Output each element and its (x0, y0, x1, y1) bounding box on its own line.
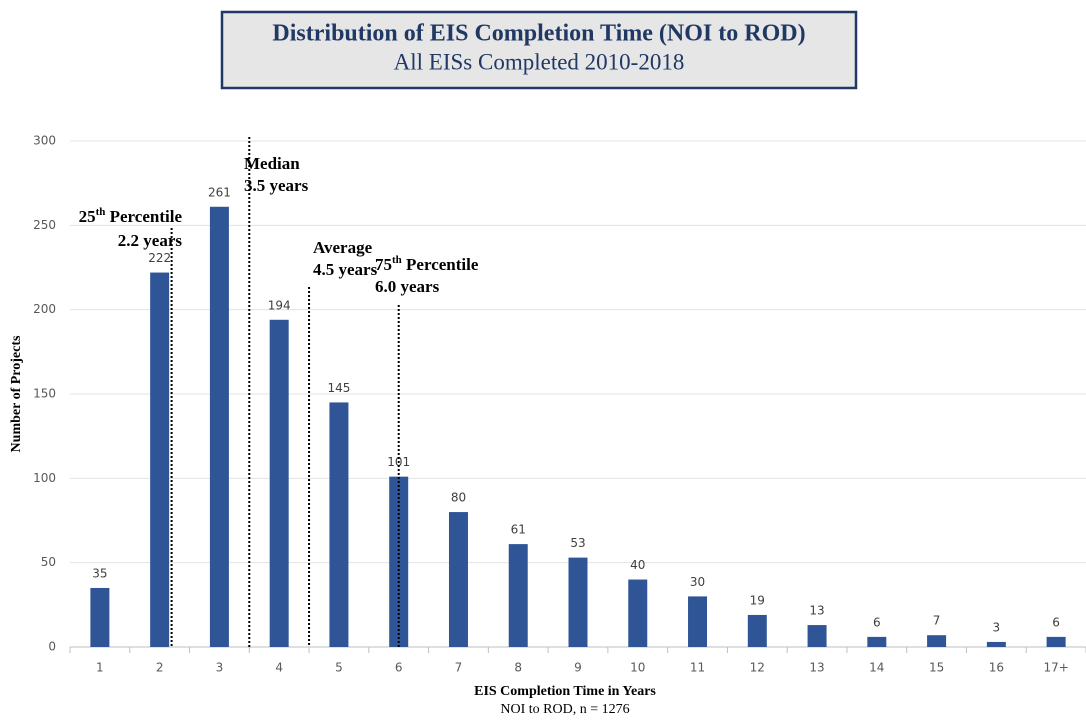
bar (927, 635, 947, 647)
bar (209, 206, 229, 647)
x-tick-label: 2 (156, 661, 164, 675)
x-tick-label: 5 (335, 661, 343, 675)
annotation-text: Percentile (402, 255, 479, 274)
x-tick-label: 12 (750, 661, 765, 675)
x-tick-label: 8 (514, 661, 522, 675)
annotation-label: 25th Percentile (79, 206, 183, 226)
annotation-value: 4.5 years (313, 260, 378, 279)
x-tick-label: 6 (395, 661, 403, 675)
bar (1046, 636, 1066, 647)
bar (269, 319, 289, 647)
y-tick-label: 150 (33, 387, 56, 401)
data-label: 61 (511, 523, 526, 537)
bar (986, 641, 1006, 647)
x-tick-label: 14 (869, 661, 884, 675)
bar (150, 272, 170, 647)
x-tick-label: 13 (809, 661, 824, 675)
y-tick-label: 0 (48, 640, 56, 654)
bar (807, 625, 827, 647)
x-tick-label: 16 (989, 661, 1004, 675)
y-tick-label: 100 (33, 471, 56, 485)
data-label: 19 (750, 593, 765, 607)
annotation-value: 6.0 years (375, 277, 440, 296)
bar (688, 596, 708, 647)
data-label: 3 (993, 620, 1001, 634)
y-tick-label: 200 (33, 302, 56, 316)
title-box (220, 10, 858, 90)
x-tick-label: 11 (690, 661, 705, 675)
bar (329, 402, 349, 647)
data-label: 194 (268, 298, 291, 312)
x-axis-title: EIS Completion Time in Years (474, 684, 656, 699)
y-tick-label: 300 (33, 134, 56, 148)
annotation-suffix: th (96, 206, 106, 218)
y-tick-label: 50 (41, 555, 56, 569)
bar (90, 587, 110, 647)
bar (867, 636, 887, 647)
bar (448, 512, 468, 647)
bar (747, 614, 767, 647)
chart-title: Distribution of EIS Completion Time (NOI… (272, 21, 805, 47)
annotation-label: 75th Percentile (375, 254, 479, 274)
data-label: 40 (630, 558, 645, 572)
data-label: 53 (570, 536, 585, 550)
annotation-text: Percentile (105, 207, 182, 226)
data-label: 261 (208, 185, 231, 199)
annotation-number: 25 (79, 207, 96, 226)
y-axis-title: Number of Projects (9, 335, 24, 452)
x-tick-label: 1 (96, 661, 104, 675)
x-tick-label: 15 (929, 661, 944, 675)
annotation-number: 75 (375, 255, 392, 274)
data-label: 6 (873, 615, 881, 629)
data-label: 30 (690, 575, 705, 589)
x-tick-label: 10 (630, 661, 645, 675)
data-label: 222 (148, 251, 171, 265)
x-tick-label: 17+ (1043, 661, 1068, 675)
annotation-suffix: th (392, 254, 402, 266)
bar (508, 544, 528, 647)
x-tick-label: 7 (455, 661, 463, 675)
data-label: 145 (327, 381, 350, 395)
x-tick-label: 9 (574, 661, 582, 675)
annotation-text: Median (244, 154, 300, 173)
data-label: 6 (1052, 615, 1060, 629)
chart-subtitle: All EISs Completed 2010-2018 (394, 49, 685, 74)
data-label: 7 (933, 614, 941, 628)
data-label: 35 (92, 566, 107, 580)
annotation-label: Median (244, 154, 300, 173)
annotation-value: 2.2 years (118, 231, 183, 250)
x-axis-subtitle: NOI to ROD, n = 1276 (500, 702, 629, 717)
data-label: 13 (809, 604, 824, 618)
annotation-label: Average (313, 238, 373, 257)
y-tick-label: 250 (33, 218, 56, 232)
x-tick-label: 4 (275, 661, 283, 675)
annotation-text: Average (313, 238, 373, 257)
bar (628, 579, 648, 647)
x-tick-label: 3 (216, 661, 224, 675)
annotation-value: 3.5 years (244, 176, 309, 195)
bar (568, 557, 588, 647)
data-label: 80 (451, 491, 466, 505)
